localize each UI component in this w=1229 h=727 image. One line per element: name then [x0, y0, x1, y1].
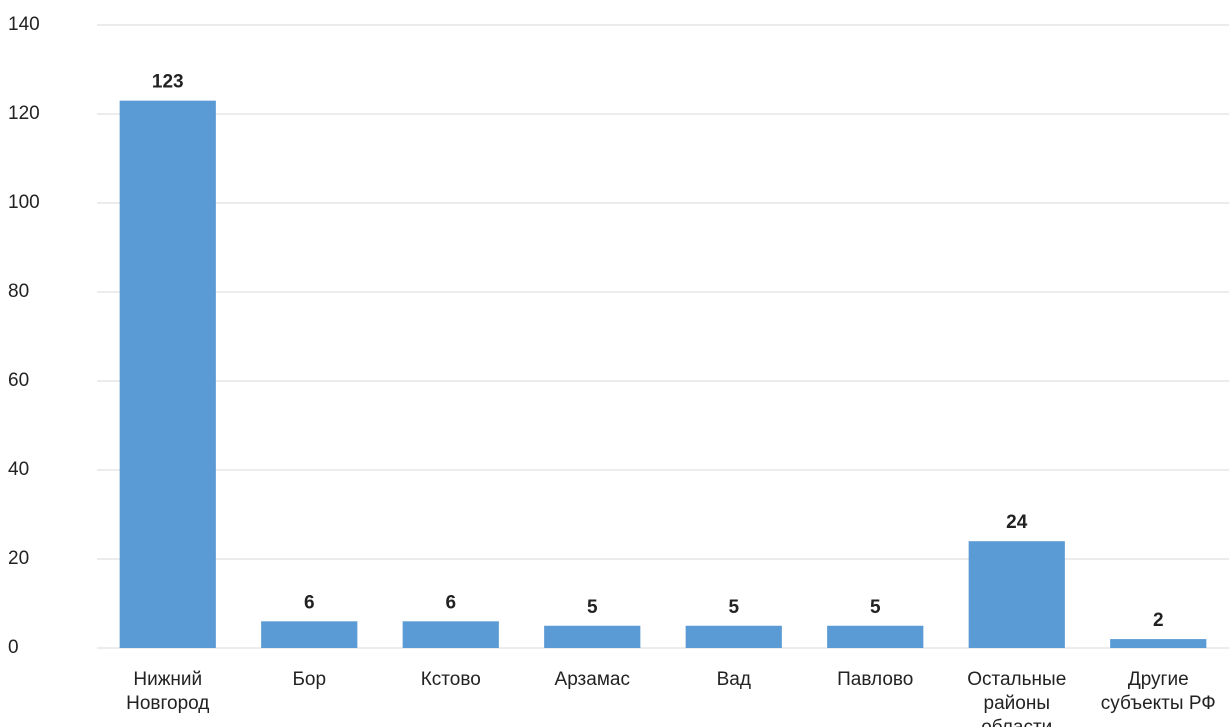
x-tick-label: Бор [292, 669, 327, 690]
bar [1110, 639, 1207, 648]
bar [827, 625, 924, 648]
x-tick-label: Арзамас [554, 669, 630, 690]
y-tick-label: 20 [8, 548, 29, 569]
y-tick-label: 0 [8, 637, 19, 658]
y-tick-label: 100 [8, 192, 40, 213]
y-tick-label: 40 [8, 459, 29, 480]
y-tick-label: 60 [8, 370, 29, 391]
data-label: 5 [728, 597, 739, 618]
bar [968, 541, 1065, 648]
data-label: 24 [1006, 512, 1028, 533]
bar [544, 625, 641, 648]
data-label: 2 [1153, 610, 1164, 631]
x-tick-label: Нижний Новгород [126, 669, 210, 714]
y-tick-label: 120 [8, 103, 40, 124]
y-tick-label: 140 [8, 14, 40, 35]
x-tick-label: Вад [716, 669, 751, 690]
data-label: 6 [445, 592, 456, 613]
x-tick-label: Другие субъекты РФ [1100, 669, 1216, 714]
x-tick-label: Павлово [837, 669, 914, 690]
data-label: 123 [152, 72, 184, 93]
bar [261, 621, 358, 648]
bar [119, 100, 216, 648]
x-tick-label: Кстово [420, 669, 481, 690]
x-tick-label: Остальные районы области [967, 669, 1067, 727]
data-label: 6 [304, 592, 315, 613]
data-label: 5 [870, 597, 881, 618]
y-tick-label: 80 [8, 281, 29, 302]
data-label: 5 [587, 597, 598, 618]
bar [402, 621, 499, 648]
bar [685, 625, 782, 648]
